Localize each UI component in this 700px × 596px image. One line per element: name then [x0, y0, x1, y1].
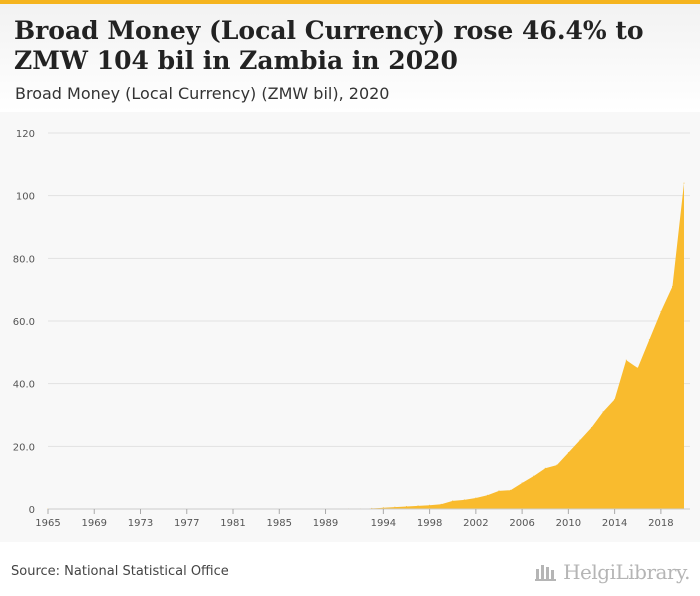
library-icon	[535, 565, 557, 581]
data-point	[579, 439, 581, 441]
data-point	[452, 500, 454, 502]
data-point	[475, 497, 477, 499]
data-point	[660, 311, 662, 313]
data-point	[463, 499, 465, 501]
y-tick-label: 40.0	[13, 380, 35, 391]
data-point	[625, 359, 627, 361]
data-point	[648, 339, 650, 341]
data-point	[533, 475, 535, 477]
x-tick-label: 1965	[35, 518, 60, 529]
chart-subtitle: Broad Money (Local Currency) (ZMW bil), …	[15, 84, 390, 103]
data-point	[602, 411, 604, 413]
series-area	[48, 183, 684, 509]
y-tick-label: 120	[16, 129, 35, 140]
chart-header: Broad Money (Local Currency) rose 46.4% …	[0, 4, 700, 112]
x-tick-label: 2018	[648, 518, 673, 529]
page-title: Broad Money (Local Currency) rose 46.4% …	[14, 16, 644, 75]
source-note: Source: National Statistical Office	[11, 564, 229, 579]
data-point	[556, 464, 558, 466]
y-tick-label: 60.0	[13, 317, 35, 328]
y-tick-label: 20.0	[13, 442, 35, 453]
data-point	[440, 503, 442, 505]
data-point	[429, 504, 431, 506]
brand-logo: HelgiLibrary.	[535, 560, 690, 584]
x-tick-label: 1981	[220, 518, 245, 529]
x-tick-label: 1994	[371, 518, 396, 529]
y-tick-label: 100	[16, 192, 35, 203]
data-point	[614, 398, 616, 400]
data-point	[510, 489, 512, 491]
data-point	[637, 367, 639, 369]
data-point	[382, 507, 384, 509]
data-point	[671, 286, 673, 288]
data-point	[417, 505, 419, 507]
brand-name: HelgiLibrary.	[563, 560, 690, 584]
data-point	[590, 427, 592, 429]
y-tick-label: 80.0	[13, 254, 35, 265]
x-tick-label: 1985	[267, 518, 292, 529]
x-tick-label: 1973	[128, 518, 153, 529]
data-point	[486, 494, 488, 496]
x-tick-label: 1969	[82, 518, 107, 529]
x-tick-label: 1989	[313, 518, 338, 529]
data-point	[683, 182, 685, 184]
top-accent-bar	[0, 0, 700, 4]
data-point	[521, 482, 523, 484]
data-point	[405, 505, 407, 507]
x-tick-label: 2010	[556, 518, 581, 529]
y-tick-label: 0	[29, 505, 35, 516]
data-point	[544, 467, 546, 469]
chart-footer: Source: National Statistical Office Helg…	[0, 548, 700, 596]
x-tick-label: 1977	[174, 518, 199, 529]
x-tick-label: 2002	[463, 518, 488, 529]
x-tick-label: 1998	[417, 518, 442, 529]
data-point	[498, 490, 500, 492]
x-tick-label: 2006	[509, 518, 534, 529]
data-point	[394, 506, 396, 508]
data-point	[567, 452, 569, 454]
x-tick-label: 2014	[602, 518, 627, 529]
area-chart: 0 20.0 40.0 60.0 80.0 100 120 1965 1969 1973 1977 1…	[13, 129, 690, 529]
